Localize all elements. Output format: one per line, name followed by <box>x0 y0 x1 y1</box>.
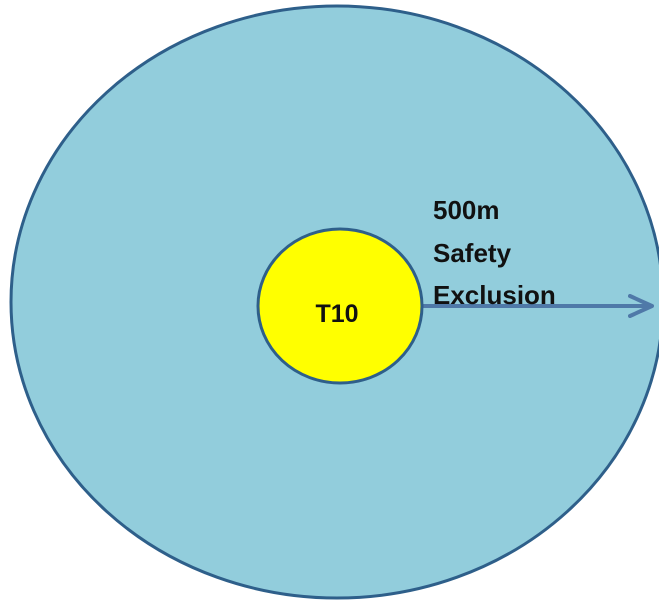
zone-label-line-2: Safety <box>433 238 512 268</box>
center-circle <box>256 227 424 385</box>
center-label: T10 <box>315 300 358 328</box>
zone-label-line-3: Exclusion <box>433 280 556 310</box>
zone-label-line-1: 500m <box>433 195 500 225</box>
